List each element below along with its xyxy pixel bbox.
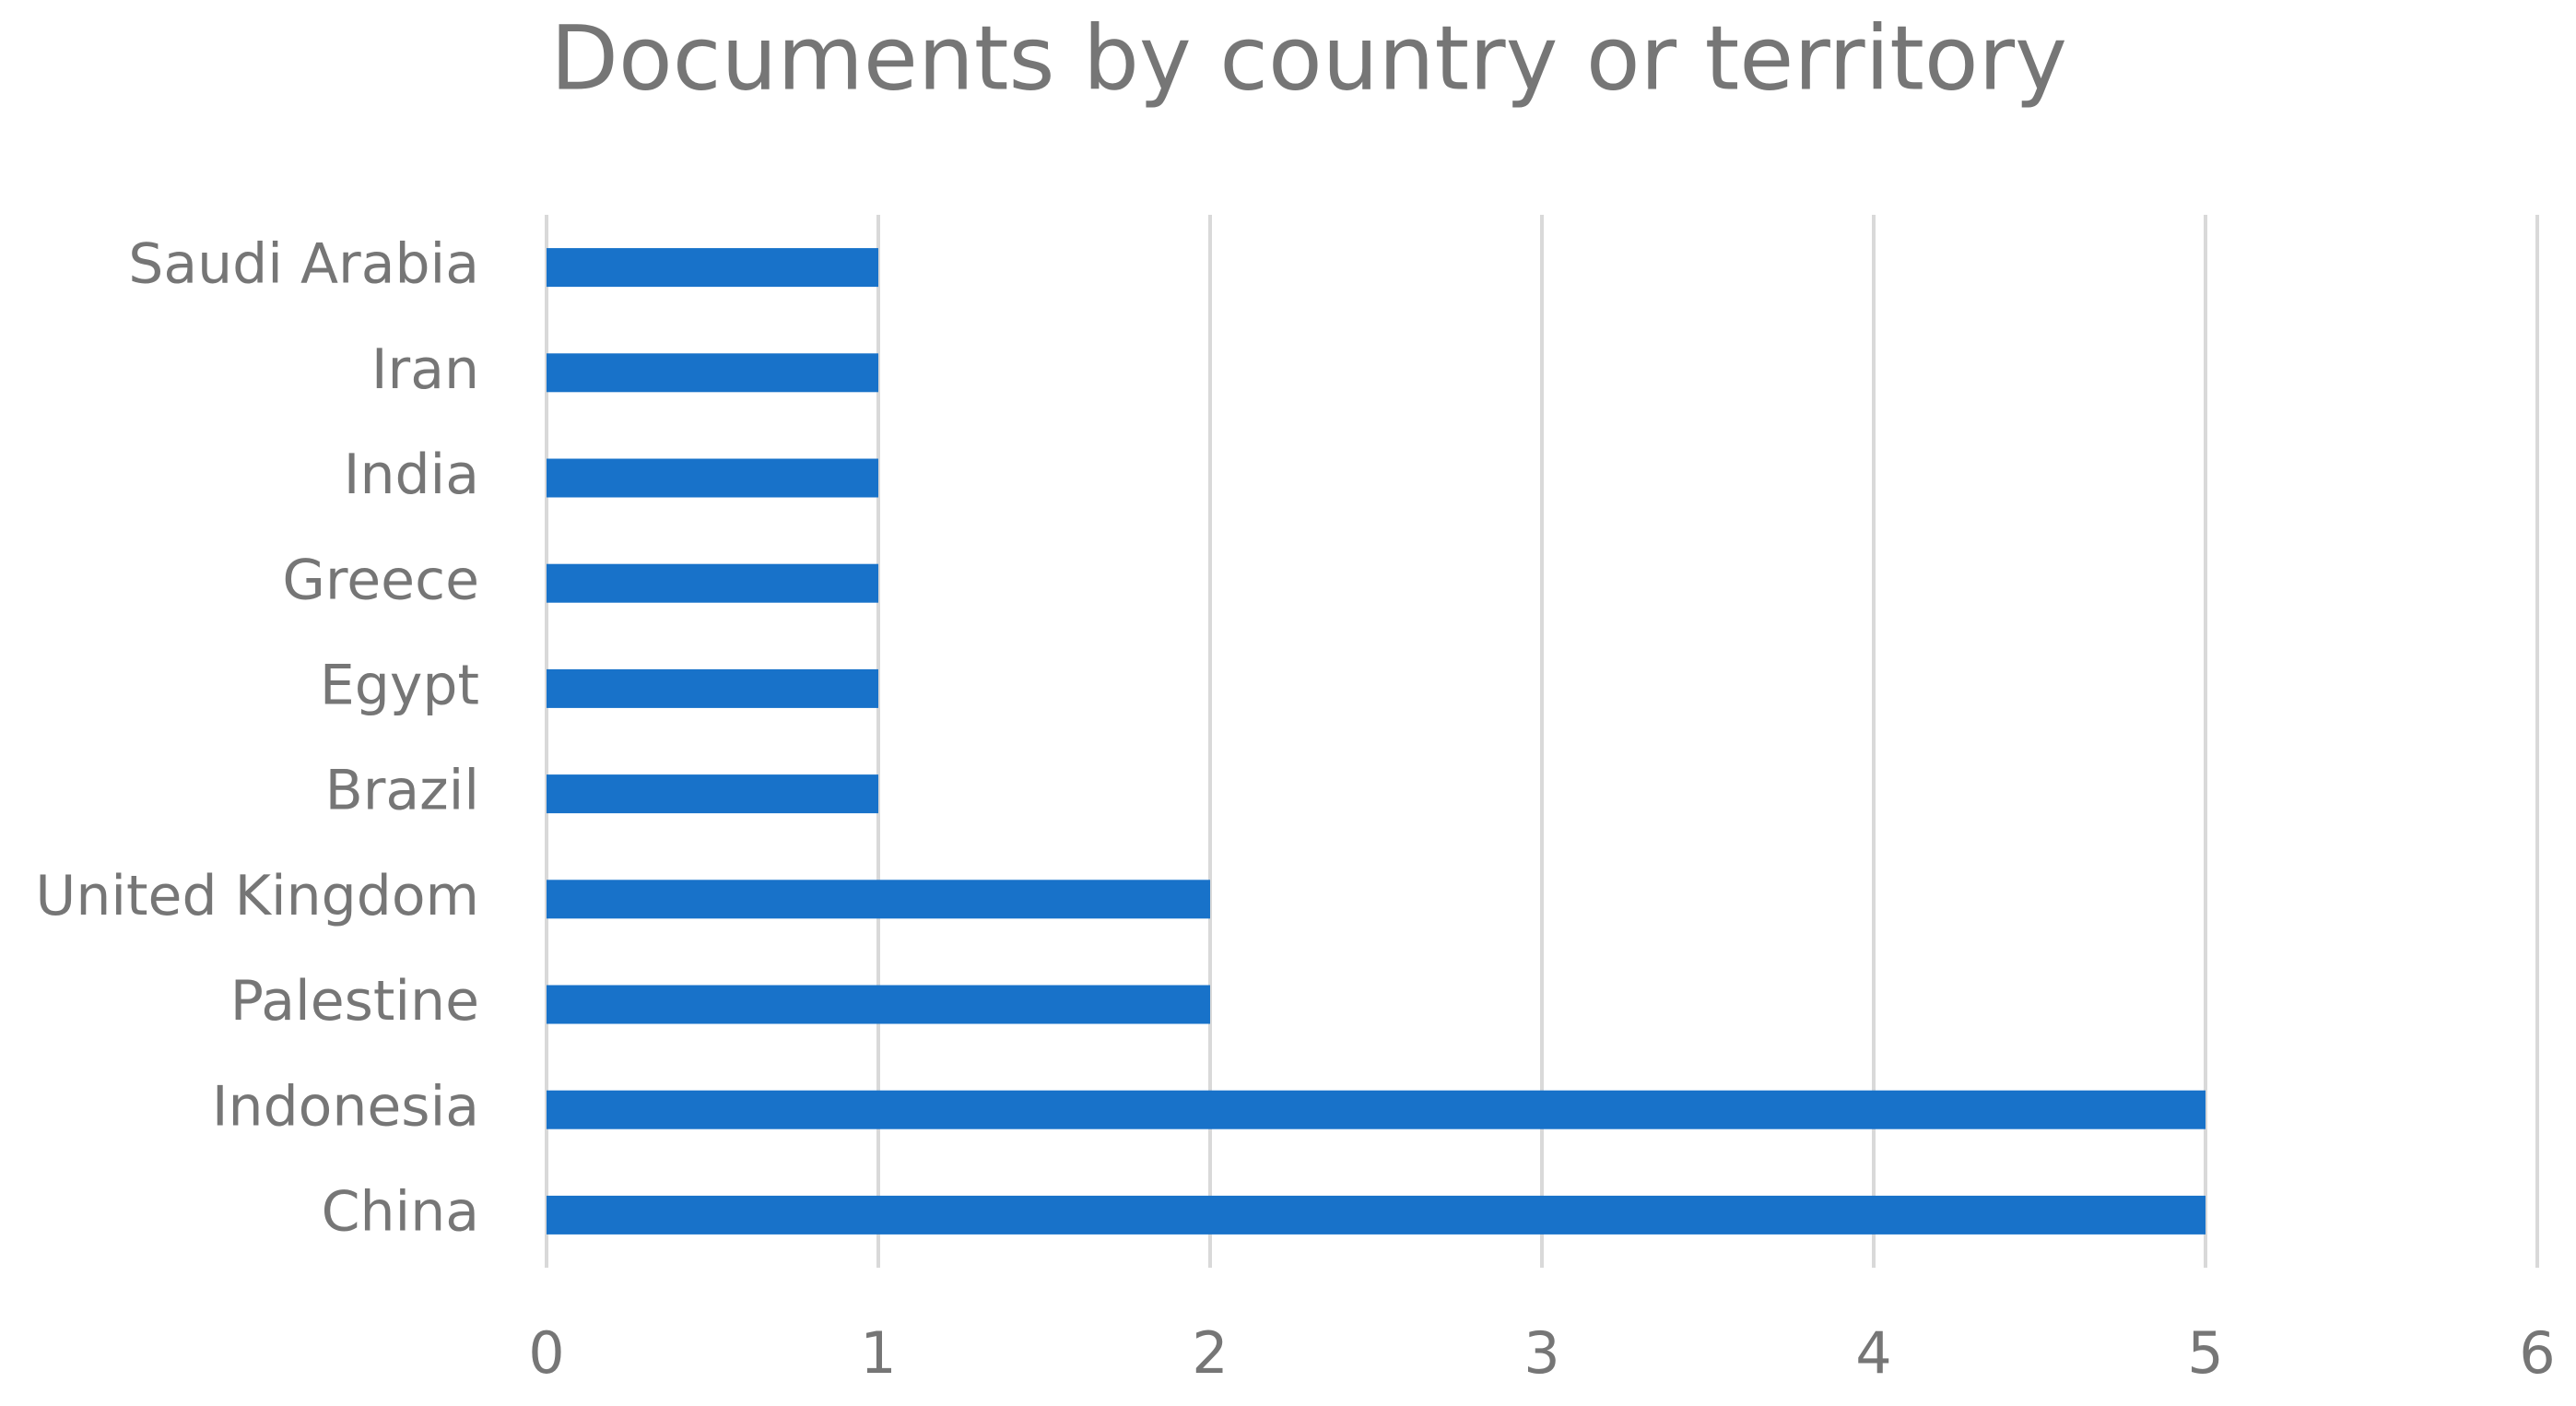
bar: [547, 248, 878, 288]
bar: [547, 880, 1210, 919]
y-tick-label: Saudi Arabia: [128, 232, 479, 297]
bar: [547, 1195, 2205, 1235]
x-tick-label: 1: [860, 1319, 896, 1387]
chart-title: Documents by country or territory: [550, 6, 2067, 110]
y-tick-label: Greece: [282, 548, 479, 612]
y-tick-label: United Kingdom: [35, 864, 479, 928]
bar: [547, 668, 878, 708]
y-tick-label: Palestine: [230, 969, 479, 1034]
bar: [547, 774, 878, 814]
y-tick-label: China: [322, 1179, 479, 1244]
bar: [547, 985, 1210, 1024]
bar: [547, 563, 878, 603]
bar: [547, 353, 878, 393]
y-tick-label: India: [344, 443, 479, 507]
x-tick-label: 3: [1523, 1319, 1559, 1387]
x-tick-label: 4: [1855, 1319, 1891, 1387]
y-tick-label: Iran: [371, 337, 479, 402]
x-tick-label: 2: [1192, 1319, 1228, 1387]
y-tick-label: Brazil: [325, 759, 479, 823]
y-tick-label: Indonesia: [212, 1074, 479, 1139]
y-tick-label: Egypt: [320, 653, 479, 717]
x-tick-label: 0: [528, 1319, 564, 1387]
x-tick-label: 6: [2519, 1319, 2555, 1387]
bar: [547, 458, 878, 498]
x-tick-label: 5: [2187, 1319, 2223, 1387]
bar: [547, 1090, 2205, 1129]
